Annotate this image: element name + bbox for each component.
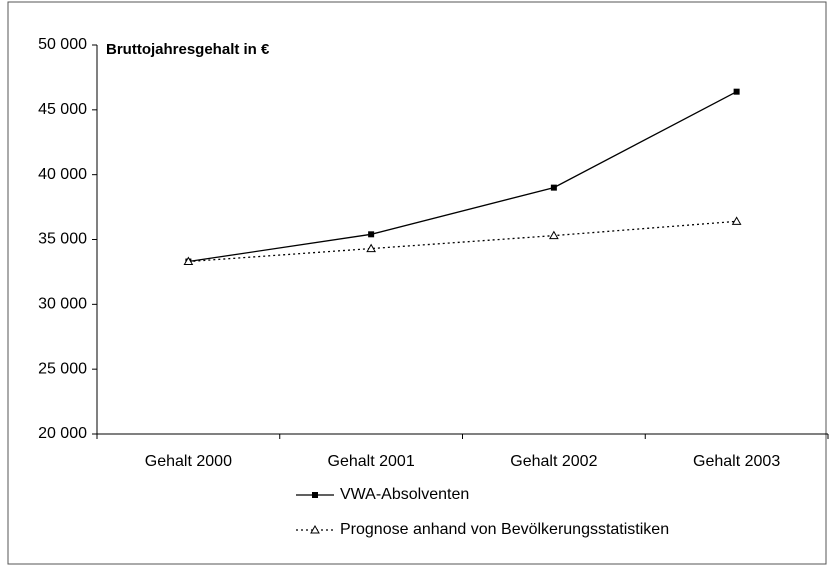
series-line [188,91,737,263]
chart-title: Bruttojahresgehalt in € [106,41,270,58]
marker [731,216,742,225]
y-tick-label: 35 000 [38,231,87,248]
y-tick-label: 20 000 [38,425,87,442]
marker [733,88,740,95]
y-tick-label: 30 000 [38,296,87,313]
y-tick-label: 40 000 [38,166,87,183]
y-tick-label: 50 000 [38,36,87,53]
legend-marker [312,492,318,498]
legend-label: VWA-Absolventen [340,486,469,503]
x-tick-label: Gehalt 2001 [328,453,415,470]
frame [7,1,827,565]
marker [368,231,375,238]
marker [550,184,557,191]
x-tick-label: Gehalt 2000 [145,453,232,470]
y-tick-label: 25 000 [38,360,87,377]
series-line [188,220,737,263]
legend-marker [310,524,320,534]
marker [549,230,559,240]
marker [366,243,376,253]
x-tick-label: Gehalt 2003 [693,453,780,470]
legend-label: Prognose anhand von Bevölkerungsstatisti… [340,521,669,538]
y-tick-label: 45 000 [38,101,87,118]
marker [183,256,194,266]
x-tick-label: Gehalt 2002 [510,453,597,470]
